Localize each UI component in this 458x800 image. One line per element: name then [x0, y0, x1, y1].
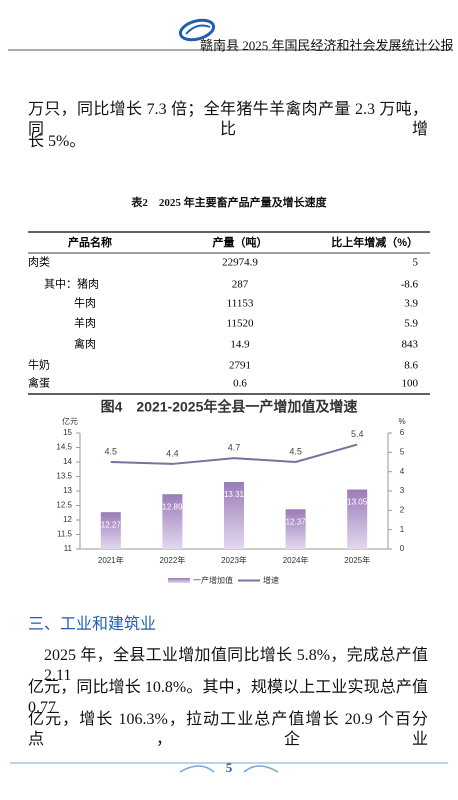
- page-number: 5: [225, 760, 233, 775]
- y2-tick-label: 5: [400, 447, 405, 456]
- table-cell: 22974.9: [222, 257, 258, 269]
- table-title: 表2 2025 年主要畜产品产量及增长速度: [131, 197, 327, 209]
- legend-label: 一产增加值: [193, 575, 233, 585]
- line-value-label: 4.5: [105, 446, 118, 456]
- line-value-label: 4.5: [289, 446, 302, 456]
- table-cell: 5: [413, 257, 419, 269]
- table-cell: 牛奶: [28, 358, 50, 372]
- y-tick-label: 14.5: [56, 443, 72, 452]
- text-line: 2025 年，全县工业增加值同比增长 5.8%，完成总产值 2.11: [44, 647, 428, 684]
- y2-tick-label: 4: [400, 467, 405, 476]
- bar: [347, 489, 368, 549]
- table-cell: 843: [402, 339, 419, 351]
- table-cell: 牛肉: [74, 296, 96, 310]
- line: [110, 443, 358, 465]
- bar: [224, 482, 244, 549]
- y-tick-label: 15: [63, 428, 72, 437]
- y-tick-label: 11.5: [57, 530, 73, 539]
- legend-label: 增速: [263, 575, 279, 585]
- x-tick-label: 2023年: [221, 555, 247, 565]
- table-cell: 11153: [227, 298, 254, 310]
- y2-axis-label: %: [398, 417, 405, 426]
- header-title: 赣南县 2025 年国民经济和社会发展统计公报: [200, 38, 454, 53]
- y2-tick-label: 1: [400, 525, 405, 534]
- logo: [178, 18, 216, 42]
- text-line: 万只，同比增长 7.3 倍；全年猪牛羊禽肉产量 2.3 万吨，同比增: [28, 101, 428, 138]
- y-tick-label: 11: [64, 544, 73, 553]
- table-cell: 11520: [226, 318, 254, 330]
- y2-tick-label: 6: [400, 428, 405, 437]
- bar-value-label: 13.05: [347, 498, 368, 507]
- y2-tick-label: 2: [400, 505, 405, 514]
- table-cell: 肉类: [28, 255, 50, 269]
- y-tick-label: 13.5: [56, 472, 72, 481]
- chart-title: 图4 2021-2025年全县一产增加值及增速: [101, 399, 358, 415]
- table-cell: 8.6: [404, 360, 418, 372]
- y-axis-label: 亿元: [62, 416, 78, 426]
- text-line: 亿元，同比增长 10.8%。其中，规模以上工业实现总产值 0.77: [28, 679, 428, 716]
- table-cell: 0.6: [233, 378, 247, 390]
- bar-value-label: 13.31: [224, 490, 245, 499]
- table-cell: 5.9: [404, 318, 418, 330]
- y-tick-label: 14: [63, 457, 72, 466]
- text-line: 亿元，增长 106.3%，拉动工业总产值增长 20.9 个百分点，企业: [28, 711, 428, 748]
- table-cell: 3.9: [404, 298, 418, 310]
- footer-ornament: [179, 765, 279, 773]
- table-cell: 100: [402, 378, 419, 390]
- table-cell: -8.6: [401, 279, 419, 291]
- table-cell: 其中：猪肉: [44, 278, 99, 291]
- table-cell: 287: [232, 279, 249, 291]
- logo-swoosh: [185, 24, 211, 35]
- y-tick-label: 12: [63, 515, 72, 524]
- line-value-label: 4.7: [228, 443, 241, 453]
- bar: [285, 509, 306, 549]
- x-tick-label: 2022年: [160, 555, 186, 565]
- x-tick-label: 2024年: [283, 555, 309, 565]
- bar-value-label: 12.89: [162, 502, 183, 511]
- table-cell: 2791: [229, 360, 251, 372]
- table-header: 产量（吨）: [213, 235, 268, 249]
- y-tick-label: 13: [63, 486, 72, 495]
- y2-tick-label: 3: [400, 486, 405, 495]
- bar-value-label: 12.37: [286, 517, 307, 526]
- table-header: 产品名称: [68, 235, 112, 249]
- bar-value-label: 12.27: [101, 520, 122, 529]
- table-cell: 羊肉: [74, 316, 96, 330]
- bar: [162, 494, 183, 549]
- bar: [100, 512, 121, 549]
- x-tick-label: 2021年: [98, 555, 124, 565]
- line-value-label: 5.4: [351, 429, 364, 439]
- table-cell: 禽肉: [74, 337, 96, 351]
- legend-swatch: [168, 578, 190, 583]
- y-tick-label: 12.5: [56, 501, 72, 510]
- table-cell: 禽蛋: [28, 376, 50, 390]
- section-heading: 三、工业和建筑业: [28, 614, 157, 633]
- y2-tick-label: 0: [400, 544, 405, 553]
- table-header: 比上年增减（%）: [331, 235, 418, 249]
- line-value-label: 4.4: [166, 448, 179, 458]
- x-tick-label: 2025年: [344, 555, 370, 565]
- table-cell: 14.9: [230, 339, 250, 351]
- text-line: 长 5%。: [28, 133, 86, 150]
